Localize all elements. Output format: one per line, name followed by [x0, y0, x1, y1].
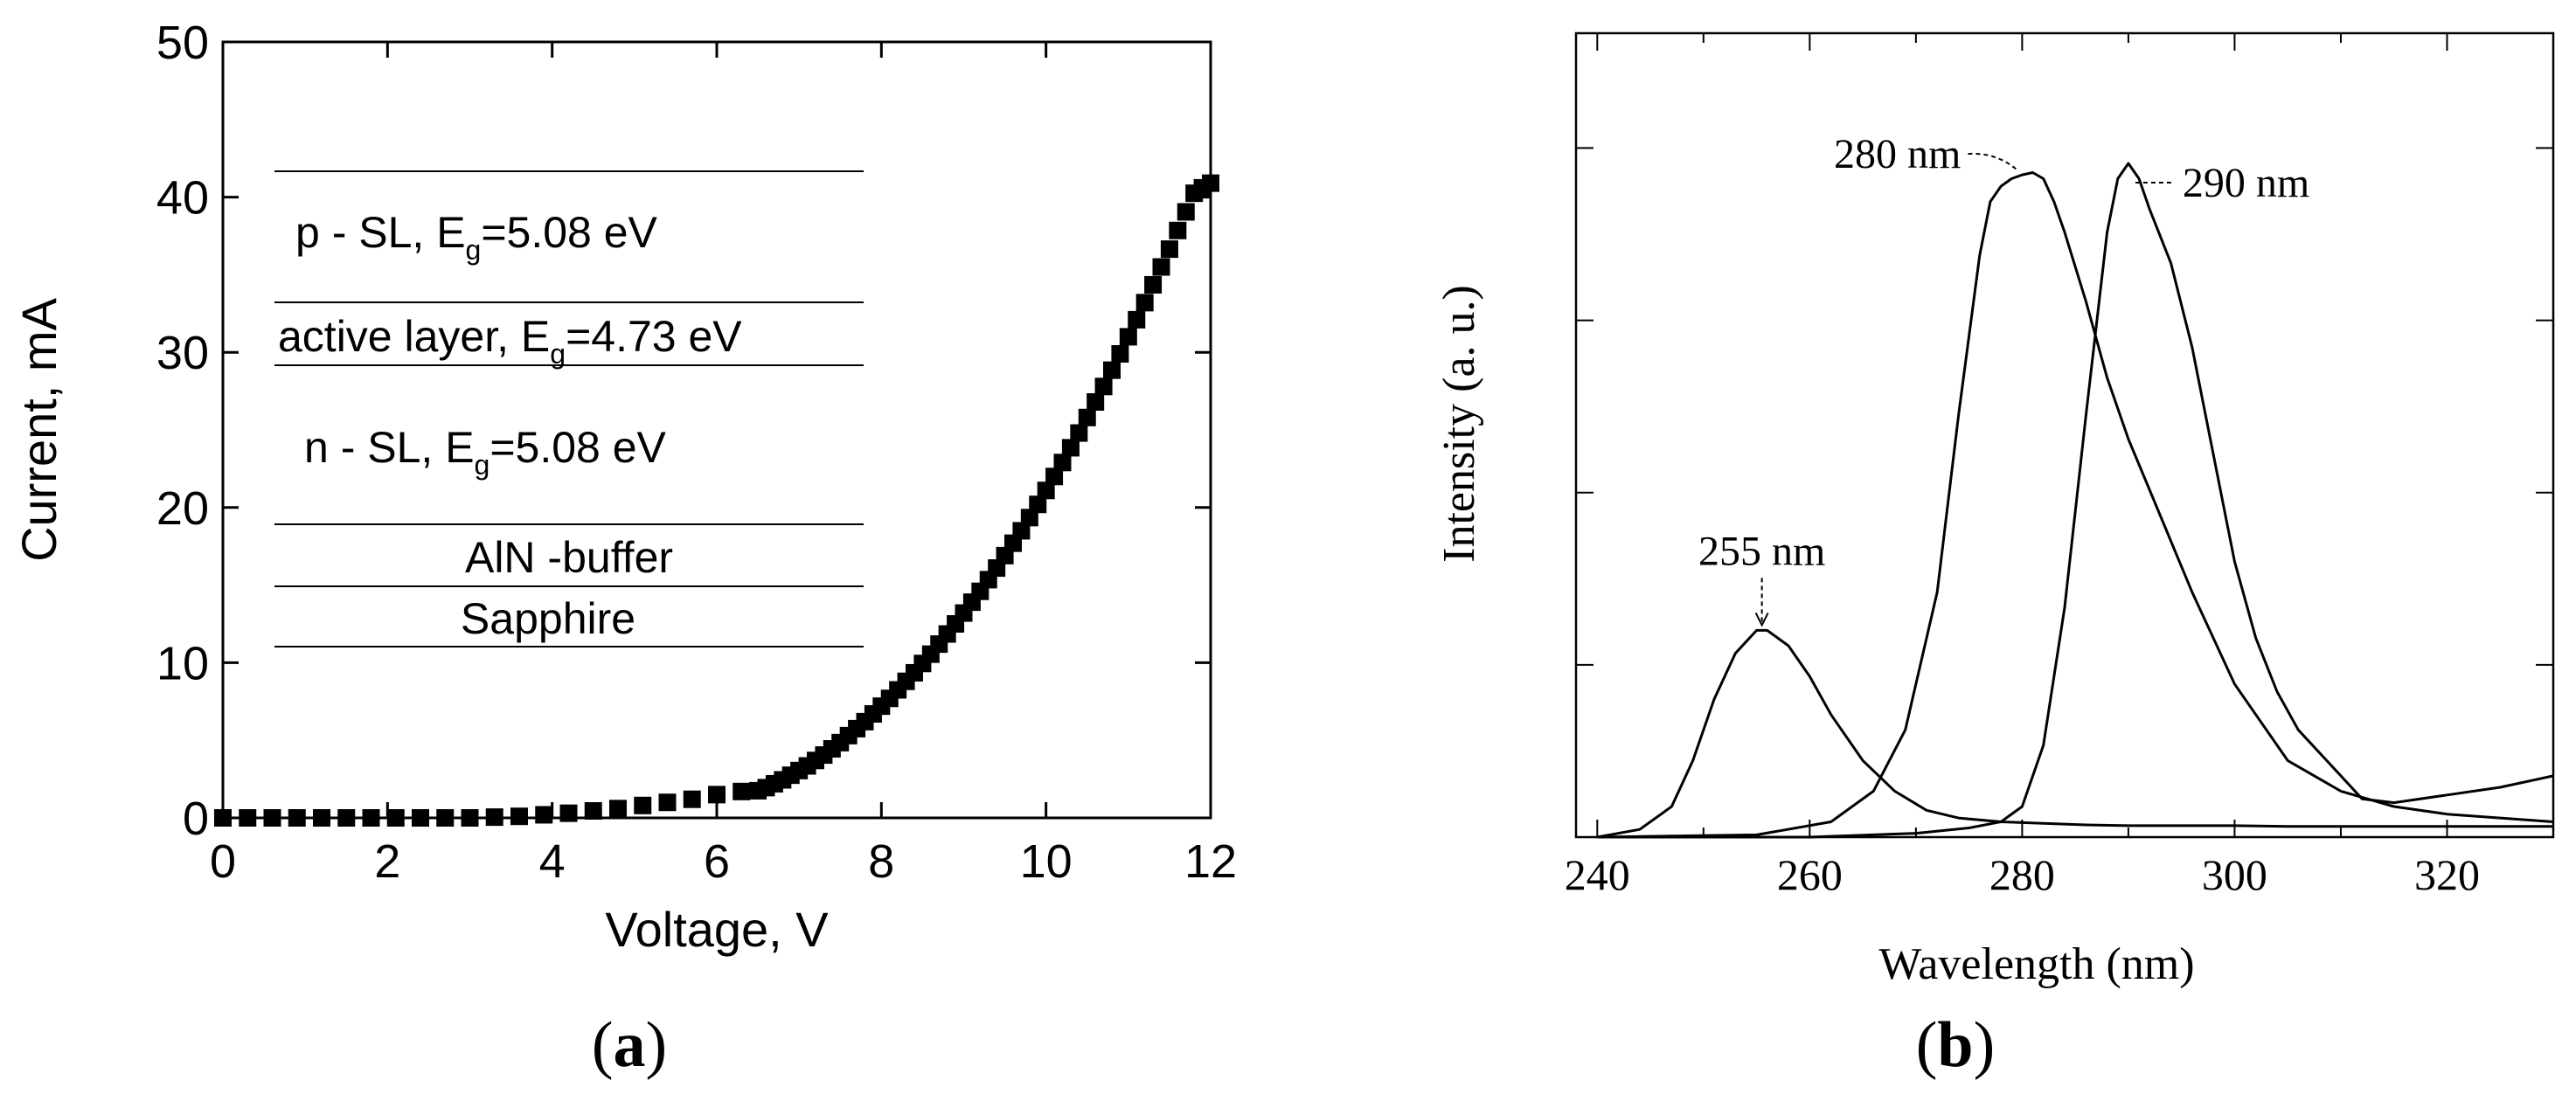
data-point: [1202, 174, 1219, 192]
data-point: [609, 800, 627, 818]
b-xtick-label: 280: [1989, 850, 2055, 899]
panel-b-peak-annotations: 255 nm 280 nm 290 nm: [1698, 131, 2309, 627]
data-point: [559, 804, 578, 822]
data-point: [1128, 310, 1146, 329]
data-point: [1037, 481, 1055, 500]
a-ytick-label: 10: [156, 637, 209, 689]
data-point: [1152, 258, 1170, 276]
annotation-280nm-leader: [1968, 152, 2020, 172]
a-ytick-label: 20: [156, 482, 209, 535]
data-point: [1169, 221, 1187, 239]
data-point: [1070, 424, 1088, 442]
a-xtick-label: 0: [210, 835, 236, 888]
annotation-290nm: 290 nm: [2183, 160, 2309, 206]
data-point: [510, 807, 528, 826]
inset-layer-sapphire: Sapphire: [461, 594, 635, 643]
data-point: [313, 809, 330, 827]
data-point: [1045, 467, 1064, 486]
data-point: [658, 793, 677, 812]
a-ytick-label: 0: [183, 793, 209, 845]
data-point: [1103, 361, 1121, 379]
a-xtick-label: 6: [704, 835, 730, 888]
panel-a-x-axis-label: Voltage, V: [605, 902, 829, 957]
data-point: [1094, 377, 1113, 396]
data-point: [535, 806, 553, 824]
data-point: [386, 809, 405, 827]
data-point: [1160, 240, 1178, 259]
panel-b-caption: (b): [1916, 1009, 1995, 1081]
data-point: [683, 790, 701, 808]
data-point: [1053, 454, 1072, 472]
data-point: [1078, 408, 1096, 426]
panel-a-x-axis-ticks: 0 2 4 6 8 10 12: [210, 42, 1237, 888]
panel-a-iv-chart: 0 10 20 30 40 50 0 2 4 6 8 10 12 Voltage, V Current…: [11, 17, 1237, 1081]
a-xtick-label: 10: [1020, 835, 1073, 888]
data-point: [485, 808, 503, 827]
data-point: [1144, 275, 1163, 294]
inset-layer-aln-buffer: AlN -buffer: [465, 533, 673, 582]
data-point: [634, 796, 652, 814]
panel-b-plot-frame: [1574, 31, 2555, 839]
series-line-290-nm: [1597, 162, 2554, 839]
series-line-280-nm: [1597, 171, 2554, 839]
data-point: [412, 809, 429, 827]
data-point: [1111, 344, 1129, 363]
data-point: [1087, 393, 1105, 412]
data-point: [436, 809, 455, 827]
inset-layer-active: active layer, Eg=4.73 eV: [278, 312, 742, 370]
a-xtick-label: 2: [374, 835, 400, 888]
data-point: [1029, 495, 1047, 514]
data-point: [733, 782, 751, 800]
data-point: [1135, 294, 1154, 312]
data-point: [708, 786, 726, 804]
layer-stack-inset: p - SL, Eg=5.08 eV active layer, Eg=4.73…: [274, 170, 864, 647]
annotation-255nm: 255 nm: [1698, 528, 1825, 574]
b-xtick-label: 240: [1565, 850, 1630, 899]
data-point: [337, 809, 356, 827]
a-xtick-label: 8: [868, 835, 894, 888]
series-line-255-nm: [1597, 628, 2553, 839]
panel-b-series-lines: [1597, 162, 2554, 839]
inset-layer-p-sl: p - SL, Eg=5.08 eV: [295, 208, 658, 266]
panel-a-caption: (a): [592, 1009, 667, 1081]
data-point: [362, 809, 380, 827]
panel-a-data-points: [214, 174, 1219, 827]
b-xtick-label: 260: [1777, 850, 1843, 899]
a-ytick-label: 40: [156, 172, 209, 225]
panel-a-y-axis-label: Current, mA: [11, 297, 66, 561]
a-xtick-label: 4: [539, 835, 566, 888]
annotation-255nm-arrowhead: [1754, 612, 1769, 627]
data-point: [1012, 522, 1031, 540]
panel-b-spectra-chart: 240 260 280 300 320 255 nm 280 nm 290 nm Wavel…: [1434, 31, 2555, 1081]
data-point: [263, 809, 281, 827]
data-point: [1020, 509, 1038, 527]
data-point: [1177, 203, 1195, 221]
panel-b-y-axis-ticks: [1576, 147, 2553, 838]
b-xtick-label: 300: [2202, 850, 2267, 899]
a-ytick-label: 30: [156, 327, 209, 379]
data-point: [214, 809, 232, 827]
data-point: [288, 809, 306, 827]
a-ytick-label: 50: [156, 17, 209, 69]
data-point: [1119, 328, 1137, 346]
data-point: [239, 809, 257, 827]
panel-b-x-axis-ticks: 240 260 280 300 320: [1565, 33, 2554, 899]
panel-b-y-axis-label: Intensity (a. u.): [1434, 285, 1484, 563]
data-point: [461, 809, 479, 827]
data-point: [1061, 439, 1080, 457]
panel-b-x-axis-label: Wavelength (nm): [1878, 939, 2194, 989]
inset-layer-n-sl: n - SL, Eg=5.08 eV: [304, 423, 667, 481]
data-point: [584, 802, 602, 821]
annotation-280nm: 280 nm: [1834, 131, 1961, 177]
b-xtick-label: 320: [2414, 850, 2480, 899]
a-xtick-label: 12: [1184, 835, 1237, 888]
